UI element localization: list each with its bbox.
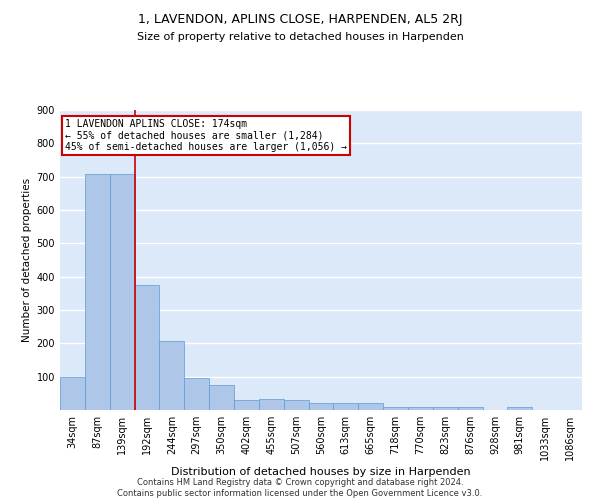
Bar bbox=[110, 174, 134, 410]
Y-axis label: Number of detached properties: Number of detached properties bbox=[22, 178, 32, 342]
X-axis label: Distribution of detached houses by size in Harpenden: Distribution of detached houses by size … bbox=[171, 467, 471, 477]
Bar bbox=[383, 406, 408, 410]
Bar bbox=[334, 404, 358, 410]
Bar bbox=[458, 408, 482, 410]
Text: Size of property relative to detached houses in Harpenden: Size of property relative to detached ho… bbox=[137, 32, 463, 42]
Bar bbox=[284, 400, 308, 410]
Bar bbox=[508, 408, 532, 410]
Bar bbox=[433, 408, 458, 410]
Bar bbox=[160, 341, 184, 410]
Bar bbox=[259, 400, 284, 410]
Text: Contains HM Land Registry data © Crown copyright and database right 2024.
Contai: Contains HM Land Registry data © Crown c… bbox=[118, 478, 482, 498]
Bar bbox=[85, 174, 110, 410]
Bar bbox=[234, 400, 259, 410]
Bar bbox=[209, 385, 234, 410]
Bar bbox=[184, 378, 209, 410]
Bar bbox=[308, 404, 334, 410]
Bar bbox=[358, 404, 383, 410]
Bar bbox=[60, 376, 85, 410]
Bar bbox=[408, 408, 433, 410]
Text: 1 LAVENDON APLINS CLOSE: 174sqm
← 55% of detached houses are smaller (1,284)
45%: 1 LAVENDON APLINS CLOSE: 174sqm ← 55% of… bbox=[65, 119, 347, 152]
Bar bbox=[134, 285, 160, 410]
Text: 1, LAVENDON, APLINS CLOSE, HARPENDEN, AL5 2RJ: 1, LAVENDON, APLINS CLOSE, HARPENDEN, AL… bbox=[138, 12, 462, 26]
